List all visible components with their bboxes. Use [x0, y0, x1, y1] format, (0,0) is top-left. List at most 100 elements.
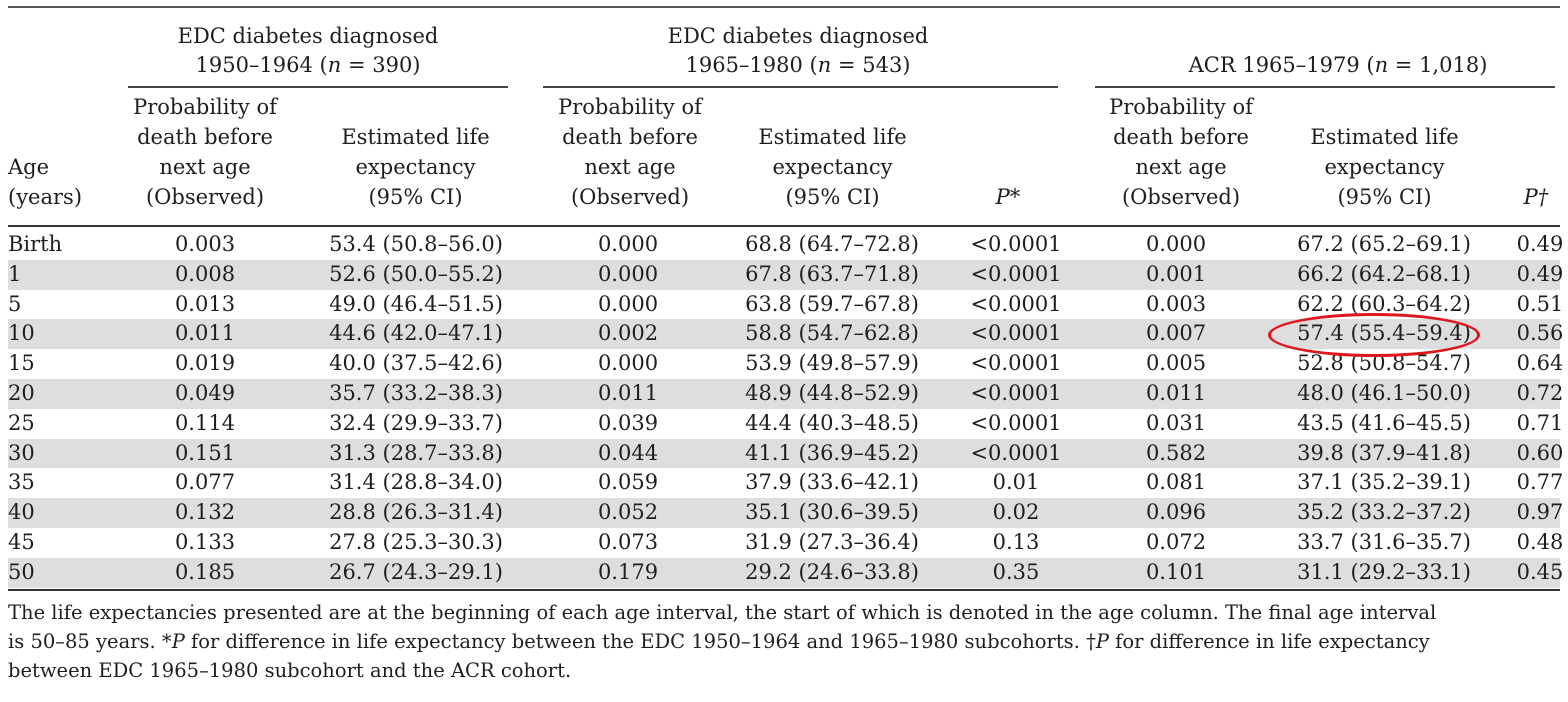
col-header-line: death before [137, 125, 273, 149]
table-row: 25 0.114 32.4 (29.9–33.7) 0.039 44.4 (40.3–4… [8, 409, 1563, 439]
col-header-line: expectancy [1324, 155, 1445, 179]
cell-pv1: 0.35 [992, 559, 1040, 584]
cell-l1: 44.6 (42.0–47.1) [329, 321, 503, 346]
cell-pv2: 0.72 [1516, 380, 1564, 405]
cell-l2: 44.4 (40.3–48.5) [745, 410, 919, 435]
cell-p2: 0.039 [597, 410, 659, 435]
col-header-line: (Observed) [145, 185, 265, 209]
group-header-acr: ACR 1965–1979 (n = 1,018) [1118, 51, 1558, 80]
col-header-line: (Observed) [570, 185, 690, 209]
bottom-rule [8, 589, 1560, 591]
col-header-life-3: Estimated life expectancy (95% CI) [1292, 122, 1477, 212]
cell-p3: 0.096 [1145, 500, 1207, 525]
table-row: 15 0.019 40.0 (37.5–42.6) 0.000 53.9 (49.8–5… [8, 349, 1563, 379]
cell-l1: 40.0 (37.5–42.6) [329, 351, 503, 376]
cell-pv2: 0.71 [1516, 410, 1564, 435]
cell-age: 35 [8, 470, 35, 495]
cell-age: 40 [8, 500, 35, 525]
cell-l1: 52.6 (50.0–55.2) [329, 261, 503, 286]
col-header-p-dagger: P† [1523, 185, 1549, 209]
cell-l3: 48.0 (46.1–50.0) [1297, 380, 1471, 405]
cell-l2: 58.8 (54.7–62.8) [745, 321, 919, 346]
cell-l1: 35.7 (33.2–38.3) [329, 380, 503, 405]
table-row: 35 0.077 31.4 (28.8–34.0) 0.059 37.9 (33.6–4… [8, 468, 1563, 498]
table-row: 45 0.133 27.8 (25.3–30.3) 0.073 31.9 (27.3–3… [8, 528, 1563, 558]
table-body: Birth 0.003 53.4 (50.8–56.0) 0.000 68.8 (64.… [8, 230, 1563, 588]
cell-l1: 53.4 (50.8–56.0) [329, 232, 503, 256]
group-rule-edc-1965 [543, 86, 1058, 88]
cell-age: 15 [8, 351, 35, 376]
cell-l2: 29.2 (24.6–33.8) [745, 559, 919, 584]
cell-pv2: 0.51 [1516, 291, 1564, 316]
cell-pv1: <0.0001 [970, 261, 1062, 286]
col-header-age: Age (years) [8, 152, 82, 212]
col-header-line: (95% CI) [1337, 185, 1432, 209]
col-header-line: expectancy [355, 155, 476, 179]
cell-l3: 35.2 (33.2–37.2) [1297, 500, 1471, 525]
cell-p2: 0.000 [597, 261, 659, 286]
cell-age: 20 [8, 380, 35, 405]
cell-pv1: <0.0001 [970, 380, 1062, 405]
col-header-line: Estimated life [758, 125, 907, 149]
cell-age: Birth [8, 232, 63, 256]
cell-p2: 0.044 [597, 440, 659, 465]
cell-pv1: 0.01 [992, 470, 1040, 495]
col-header-life-1: Estimated life expectancy (95% CI) [323, 122, 508, 212]
cell-p1: 0.049 [174, 380, 236, 405]
cell-age: 30 [8, 440, 35, 465]
cell-l1: 31.3 (28.7–33.8) [329, 440, 503, 465]
cell-p1: 0.132 [174, 500, 236, 525]
cell-p1: 0.008 [174, 261, 236, 286]
cell-p2: 0.000 [597, 232, 659, 256]
cell-l1: 49.0 (46.4–51.5) [329, 291, 503, 316]
col-header-prob-2: Probability of death before next age (Ob… [545, 92, 715, 212]
group-rule-acr [1095, 86, 1555, 88]
cell-p3: 0.007 [1145, 321, 1207, 346]
cell-p1: 0.011 [174, 321, 236, 346]
cell-p1: 0.151 [174, 440, 236, 465]
cell-p2: 0.073 [597, 529, 659, 554]
cell-l3: 66.2 (64.2–68.1) [1297, 261, 1471, 286]
cell-p2: 0.059 [597, 470, 659, 495]
cell-p3: 0.582 [1145, 440, 1207, 465]
col-header-line: (95% CI) [785, 185, 880, 209]
group-header-line2: 1965–1980 (n = 543) [685, 53, 911, 77]
cell-p3: 0.072 [1145, 529, 1207, 554]
footnote-line: between EDC 1965–1980 subcohort and the … [8, 659, 572, 682]
col-header-line: expectancy [772, 155, 893, 179]
cell-l3: 33.7 (31.6–35.7) [1297, 529, 1471, 554]
cell-p2: 0.179 [597, 559, 659, 584]
cell-l2: 31.9 (27.3–36.4) [745, 529, 919, 554]
cell-pv2: 0.45 [1516, 559, 1564, 584]
cell-age: 10 [8, 321, 35, 346]
cell-l3: 67.2 (65.2–69.1) [1297, 232, 1471, 256]
cell-p3: 0.001 [1145, 261, 1207, 286]
cell-p1: 0.003 [174, 232, 236, 256]
col-header-line: Age [8, 155, 50, 179]
cell-l3: 57.4 (55.4–59.4) [1297, 321, 1471, 346]
col-header-p-star: P* [995, 185, 1021, 209]
col-header-line: (years) [8, 185, 83, 209]
cell-pv1: <0.0001 [970, 440, 1062, 465]
col-header-line: Probability of [558, 95, 702, 119]
cell-age: 5 [8, 291, 22, 316]
cell-p3: 0.101 [1145, 559, 1207, 584]
col-header-line: next age [584, 155, 676, 179]
cell-p2: 0.000 [597, 351, 659, 376]
group-header-edc-1950: EDC diabetes diagnosed 1950–1964 (n = 39… [118, 22, 498, 80]
col-header-prob-1: Probability of death before next age (Ob… [120, 92, 290, 212]
cell-l3: 39.8 (37.9–41.8) [1297, 440, 1471, 465]
table-row: 10 0.011 44.6 (42.0–47.1) 0.002 58.8 (54.7–6… [8, 319, 1563, 350]
cell-p3: 0.081 [1145, 470, 1207, 495]
group-header-edc-1965: EDC diabetes diagnosed 1965–1980 (n = 54… [608, 22, 988, 80]
table-row: 50 0.185 26.7 (24.3–29.1) 0.179 29.2 (24.6–3… [8, 557, 1563, 588]
cell-l1: 28.8 (26.3–31.4) [329, 500, 503, 525]
group-header-line2: ACR 1965–1979 (n = 1,018) [1188, 53, 1488, 77]
col-header-line: Probability of [1109, 95, 1253, 119]
col-header-line: Probability of [133, 95, 277, 119]
col-header-line: death before [562, 125, 698, 149]
cell-p2: 0.052 [597, 500, 659, 525]
group-header-line1: EDC diabetes diagnosed [667, 24, 929, 48]
cell-l2: 68.8 (64.7–72.8) [745, 232, 919, 256]
cell-l3: 37.1 (35.2–39.1) [1297, 470, 1471, 495]
